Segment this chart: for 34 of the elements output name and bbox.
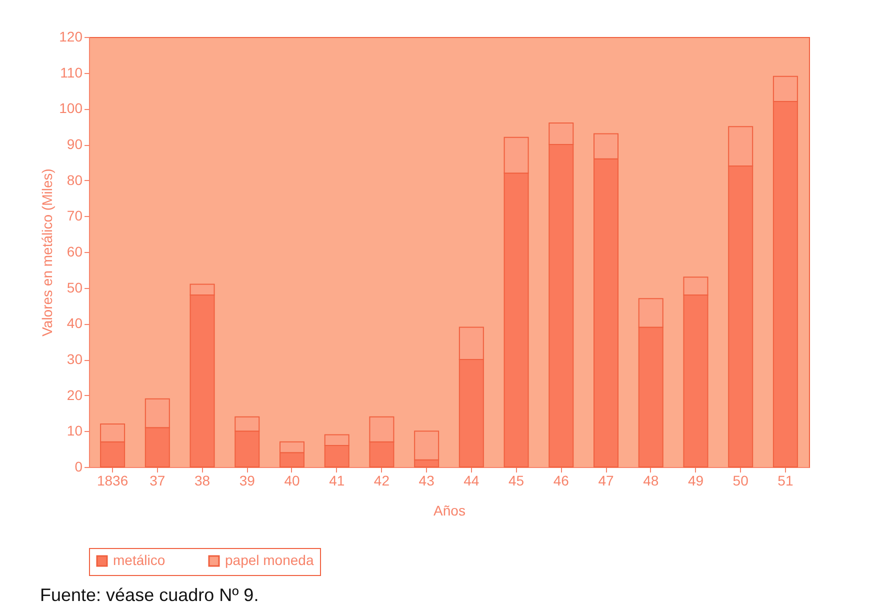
y-tick-label: 80: [66, 172, 83, 188]
x-tick-label: 45: [508, 472, 524, 488]
y-tick-label: 90: [66, 136, 83, 152]
x-tick-label: 51: [778, 472, 794, 488]
x-tick-label: 50: [732, 472, 749, 488]
x-axis-title: Años: [434, 502, 466, 518]
y-tick-label: 110: [60, 64, 83, 80]
x-tick-label: 40: [284, 472, 300, 488]
x-tick-label: 37: [150, 472, 166, 488]
y-tick-label: 10: [66, 422, 83, 439]
y-axis-title: Valores en metálico (Miles): [39, 168, 56, 336]
legend-label: papel moneda: [225, 552, 314, 568]
x-tick-label: 39: [239, 472, 256, 488]
y-tick-label: 40: [66, 315, 83, 332]
y-tick-label: 30: [66, 351, 83, 367]
y-tick-label: 70: [66, 208, 83, 224]
x-tick-label: 49: [688, 472, 704, 488]
y-tick-label: 20: [66, 386, 83, 403]
y-tick-label: 0: [74, 458, 83, 474]
y-tick-label: 60: [66, 244, 83, 260]
y-tick-label: 100: [59, 100, 83, 116]
y-tick-label: 120: [59, 28, 83, 44]
x-tick-label: 42: [374, 472, 390, 488]
x-tick-label: 47: [598, 472, 614, 488]
y-tick-label: 50: [66, 279, 83, 296]
x-tick-label: 43: [418, 472, 435, 488]
x-tick-label: 46: [553, 472, 570, 488]
source-note: Fuente: véase cuadro Nº 9.: [40, 585, 260, 606]
x-tick-label: 1836: [96, 472, 128, 488]
x-tick-label: 48: [643, 472, 659, 488]
x-tick-label: 41: [329, 472, 345, 488]
x-tick-label: 44: [464, 472, 480, 488]
legend-label: metálico: [113, 552, 166, 568]
x-tick-label: 38: [194, 472, 210, 488]
